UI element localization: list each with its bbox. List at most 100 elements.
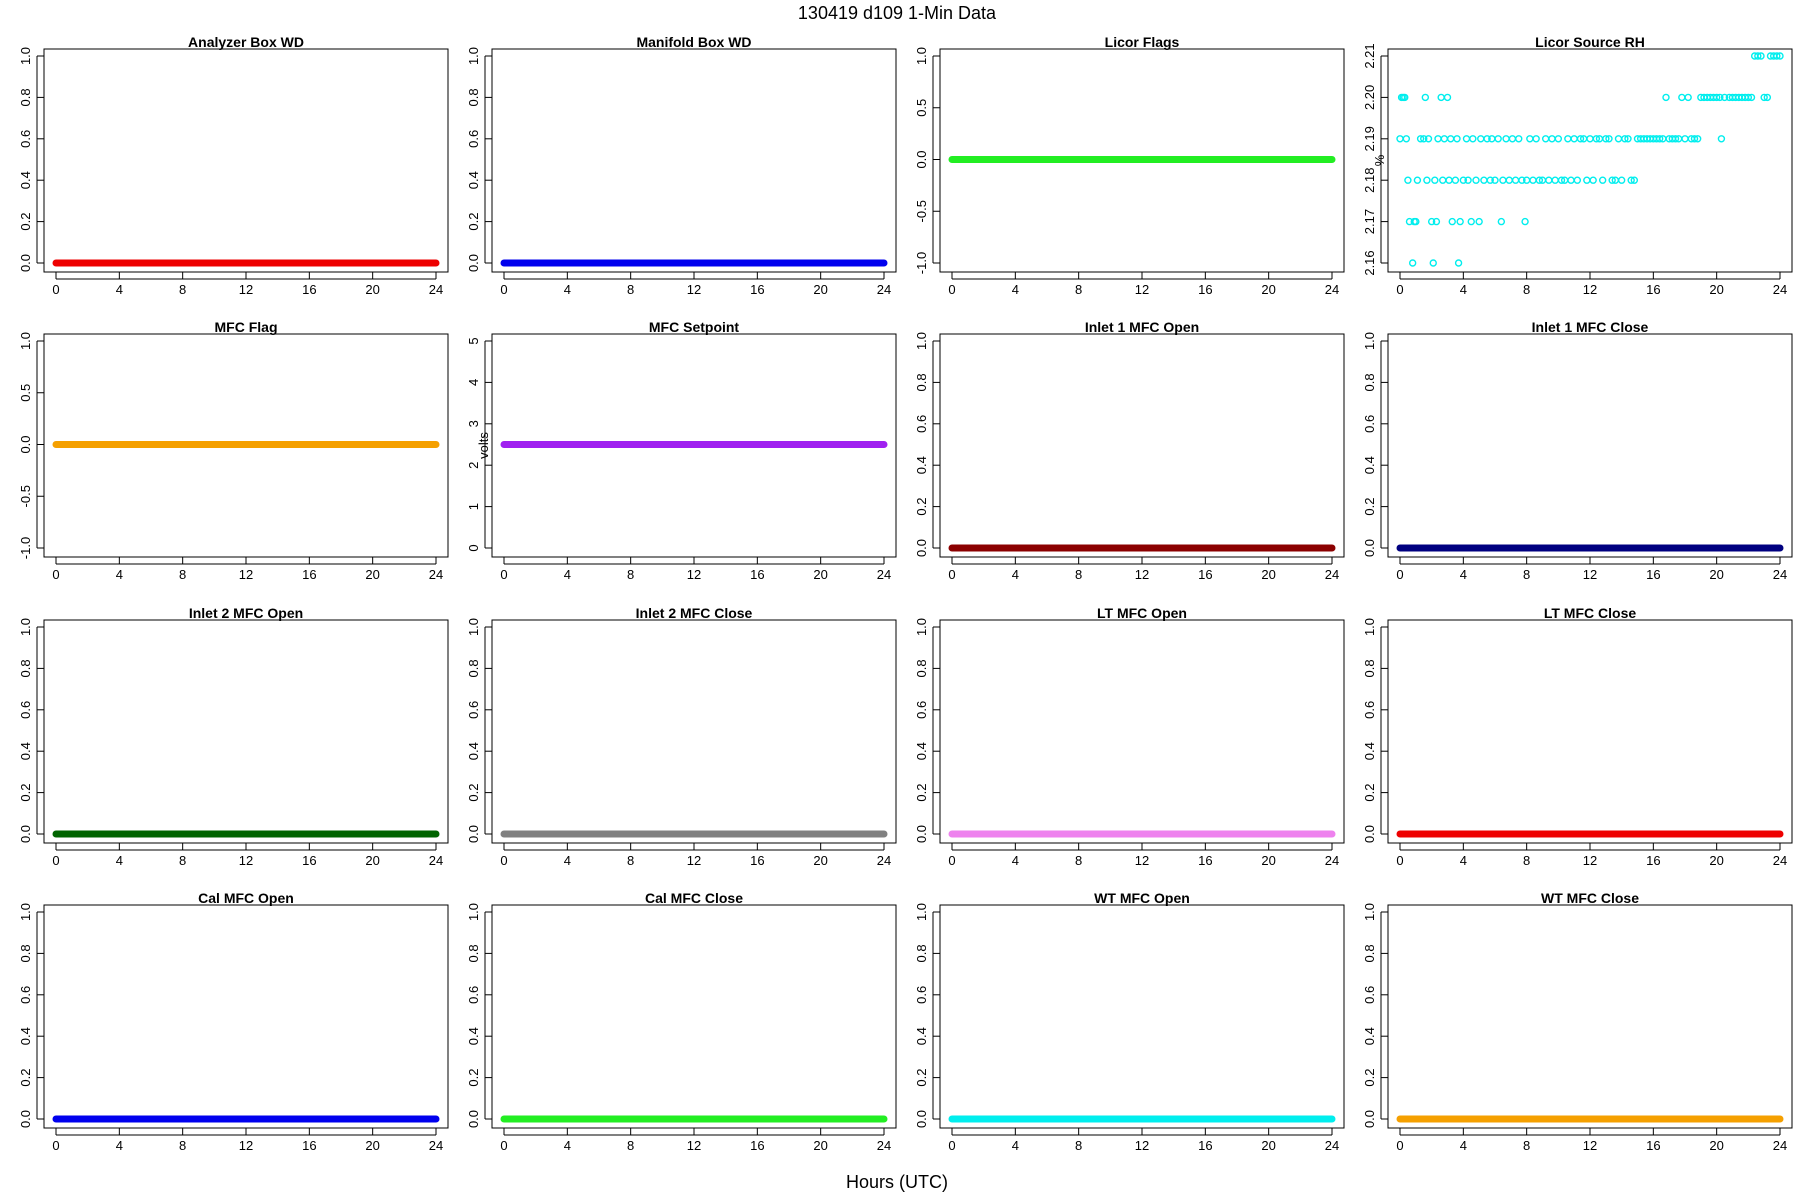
y-tick-label: 0.6 <box>18 986 33 1004</box>
x-tick-label: 20 <box>813 567 827 582</box>
panel-3: Licor Source RH 0 4 8 12 16 20 24 2.16 2.17 2.18 2.… <box>1362 34 1793 297</box>
x-tick-label: 0 <box>52 567 59 582</box>
plot-frame <box>491 904 897 1129</box>
y-tick-label: 0.6 <box>466 130 481 148</box>
y-tick-label: 1 <box>466 503 481 510</box>
panel-title: WT MFC Close <box>1541 890 1639 906</box>
x-tick-label: 24 <box>1773 282 1787 297</box>
y-tick-label: 1.0 <box>466 47 481 65</box>
y-tick-label: 2.19 <box>1362 126 1377 151</box>
x-tick-label: 0 <box>500 1138 507 1153</box>
x-tick-label: 24 <box>1325 853 1339 868</box>
y-tick-label: 0.4 <box>18 1027 33 1045</box>
panel-12: Cal MFC Open 0 4 8 12 16 20 24 0.0 0.2 0.4 0.6 0.8 1.… <box>18 890 449 1153</box>
y-tick-label: 0.4 <box>914 742 929 760</box>
y-tick-label: 0.2 <box>914 784 929 802</box>
data-point <box>1773 52 1781 60</box>
plot-frame <box>1387 48 1793 273</box>
x-tick-label: 8 <box>179 282 186 297</box>
x-tick-label: 20 <box>1261 282 1275 297</box>
y-tick-label: 1.0 <box>914 47 929 65</box>
x-tick-label: 12 <box>687 1138 701 1153</box>
x-tick-label: 12 <box>687 282 701 297</box>
data-point <box>1413 176 1422 184</box>
x-tick-label: 16 <box>302 853 316 868</box>
y-tick-label: 0.6 <box>1362 986 1377 1004</box>
x-tick-label: 24 <box>429 1138 443 1153</box>
data-point <box>1437 93 1445 102</box>
x-tick-label: 20 <box>1261 567 1275 582</box>
data-point <box>1469 135 1477 143</box>
data-point <box>1763 93 1772 102</box>
y-tick-label: 0.0 <box>1362 825 1377 843</box>
y-tick-label: 0.6 <box>1362 701 1377 719</box>
data-point <box>1440 135 1449 143</box>
x-tick-label: 12 <box>687 567 701 582</box>
y-tick-label: -0.5 <box>18 485 33 507</box>
x-tick-label: 8 <box>1523 1138 1530 1153</box>
data-point <box>1617 176 1626 184</box>
panel-14: WT MFC Open 0 4 8 12 16 20 24 0.0 0.2 0.4 0.6 0.8 1.0 <box>914 890 1345 1153</box>
x-tick-label: 0 <box>948 853 955 868</box>
panel-title: Inlet 1 MFC Open <box>1085 319 1199 335</box>
data-point <box>1462 135 1471 143</box>
plot-frame <box>491 619 897 844</box>
x-tick-label: 4 <box>1012 853 1019 868</box>
x-tick-label: 20 <box>1709 853 1723 868</box>
y-tick-label: 0.4 <box>1362 1027 1377 1045</box>
y-tick-label: 0.5 <box>18 384 33 402</box>
y-tick-label: 2.16 <box>1362 250 1377 275</box>
x-tick-label: 0 <box>500 853 507 868</box>
y-tick-label: 0.2 <box>1362 1069 1377 1087</box>
panel-title: Manifold Box WD <box>636 34 751 50</box>
data-point <box>1521 217 1529 226</box>
panel-title: Analyzer Box WD <box>188 34 304 50</box>
x-tick-label: 8 <box>179 567 186 582</box>
data-point <box>1443 93 1452 102</box>
x-tick-label: 0 <box>948 1138 955 1153</box>
data-point <box>1570 135 1578 143</box>
y-tick-label: 0.6 <box>914 415 929 433</box>
x-tick-label: 16 <box>750 567 764 582</box>
x-tick-label: 0 <box>500 282 507 297</box>
x-tick-label: 12 <box>687 853 701 868</box>
data-point <box>1483 135 1491 143</box>
x-tick-label: 16 <box>750 853 764 868</box>
panel-9: Inlet 2 MFC Close 0 4 8 12 16 20 24 0.0 0.2 0.4 0.6… <box>466 605 897 868</box>
data-point <box>1451 176 1460 184</box>
y-tick-label: 0.8 <box>914 944 929 962</box>
y-tick-label: 4 <box>466 379 481 386</box>
x-tick-label: 8 <box>179 853 186 868</box>
plot-frame <box>43 48 449 273</box>
x-tick-label: 12 <box>239 282 253 297</box>
x-tick-label: 20 <box>1261 853 1275 868</box>
x-tick-label: 24 <box>1773 567 1787 582</box>
data-point <box>1583 176 1591 184</box>
y-tick-label: 0.0 <box>466 1110 481 1128</box>
panel-1: Manifold Box WD 0 4 8 12 16 20 24 0.0 0.2 0.4 0.6 0.… <box>466 34 897 297</box>
data-point <box>1567 176 1575 184</box>
x-tick-label: 4 <box>116 853 123 868</box>
y-tick-label: 0.0 <box>1362 1110 1377 1128</box>
x-tick-label: 20 <box>365 853 379 868</box>
data-point <box>1586 135 1594 143</box>
x-tick-label: 16 <box>302 1138 316 1153</box>
y-tick-label: 0.6 <box>1362 415 1377 433</box>
y-tick-label: 0.0 <box>466 254 481 272</box>
y-tick-label: 0.4 <box>18 742 33 760</box>
x-tick-label: 4 <box>564 853 571 868</box>
panel-11: LT MFC Close 0 4 8 12 16 20 24 0.0 0.2 0.4 0.6 0.8 1.… <box>1362 605 1793 868</box>
panel-title: Licor Source RH <box>1535 34 1645 50</box>
y-tick-label: 0.4 <box>1362 456 1377 474</box>
x-tick-label: 12 <box>1135 1138 1149 1153</box>
data-point <box>1475 217 1483 226</box>
panel-title: Cal MFC Close <box>645 890 743 906</box>
x-tick-label: 24 <box>877 282 891 297</box>
x-tick-label: 4 <box>1012 567 1019 582</box>
y-tick-label: 1.0 <box>914 903 929 921</box>
data-point <box>1446 135 1455 143</box>
y-tick-label: 5 <box>466 337 481 344</box>
y-tick-label: 1.0 <box>18 618 33 636</box>
y-tick-label: 0.8 <box>466 659 481 677</box>
data-point <box>1573 176 1582 184</box>
